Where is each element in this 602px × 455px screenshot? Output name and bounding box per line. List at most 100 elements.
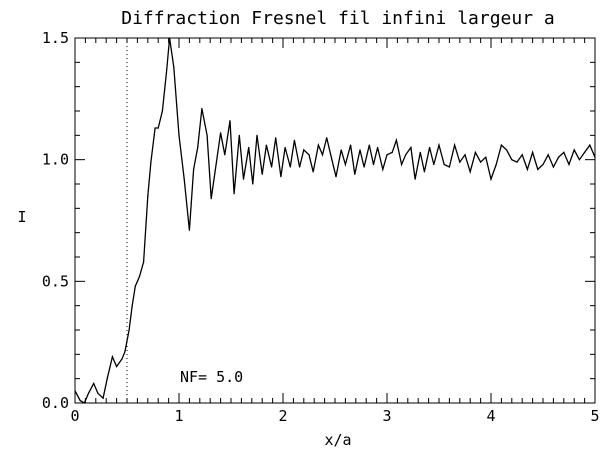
data-point	[429, 146, 431, 149]
y-axis-label: I	[17, 208, 26, 226]
x-tick-label: 1	[174, 407, 183, 425]
data-point	[474, 151, 476, 153]
data-point	[275, 137, 277, 139]
data-point	[280, 176, 282, 178]
data-point	[433, 163, 435, 166]
data-point	[368, 144, 370, 146]
data-point	[106, 378, 108, 380]
data-point	[568, 163, 570, 166]
x-tick-label: 5	[590, 407, 599, 425]
data-point	[414, 178, 416, 180]
y-tick-label: 1.5	[42, 29, 69, 47]
data-point	[405, 154, 407, 156]
data-point	[526, 168, 529, 170]
series-line-intensity	[74, 37, 596, 404]
data-point	[116, 365, 118, 368]
data-point	[395, 139, 397, 141]
data-point	[563, 151, 565, 153]
x-tick-label: 3	[382, 407, 391, 425]
data-point	[173, 66, 175, 68]
data-point	[192, 168, 195, 170]
data-point	[74, 390, 76, 392]
data-point	[542, 163, 544, 166]
data-point	[317, 144, 319, 146]
data-point	[214, 168, 216, 170]
data-point	[154, 127, 156, 129]
data-point	[293, 139, 296, 141]
data-point	[532, 151, 534, 153]
data-point	[83, 402, 85, 404]
data-point	[131, 305, 133, 307]
data-point	[206, 134, 208, 136]
data-point	[573, 149, 575, 151]
x-tick-label: 0	[70, 407, 79, 425]
data-point	[410, 146, 412, 149]
data-point	[102, 397, 104, 399]
data-point	[238, 134, 240, 136]
data-point	[480, 161, 482, 163]
data-point	[344, 163, 346, 166]
data-point	[197, 146, 199, 149]
data-point	[138, 275, 141, 278]
data-point	[87, 392, 90, 394]
data-point	[299, 166, 301, 168]
data-point	[143, 261, 145, 263]
data-point	[147, 195, 149, 197]
data-point	[134, 285, 136, 287]
data-point	[183, 178, 185, 180]
data-point	[350, 144, 352, 146]
data-point	[490, 178, 492, 180]
data-point	[265, 144, 267, 146]
data-point	[382, 168, 384, 170]
data-point	[547, 154, 549, 156]
data-point	[220, 132, 222, 134]
data-point	[589, 144, 591, 146]
axis-ticks	[74, 37, 596, 404]
data-point	[248, 146, 250, 149]
data-point	[552, 166, 555, 168]
data-point	[284, 146, 286, 149]
data-point	[79, 399, 81, 402]
data-point	[93, 382, 95, 385]
data-point	[340, 149, 342, 151]
data-point	[335, 176, 337, 178]
y-tick-label: 1.0	[42, 151, 69, 169]
nf-annotation: NF= 5.0	[180, 368, 243, 386]
data-point	[454, 144, 456, 146]
data-point	[326, 137, 328, 139]
data-point	[578, 159, 581, 161]
data-point	[188, 229, 190, 231]
data-point	[321, 154, 324, 156]
data-point	[584, 151, 586, 153]
data-point	[372, 163, 375, 166]
data-point	[169, 37, 171, 39]
data-point	[121, 358, 123, 360]
data-point	[386, 154, 388, 156]
x-tick-label: 4	[486, 407, 495, 425]
chart-title: Diffraction Fresnel fil infini largeur a	[121, 8, 554, 29]
data-point	[485, 156, 487, 158]
data-point	[201, 107, 203, 110]
data-point	[157, 127, 159, 129]
data-point	[443, 163, 445, 166]
data-point	[464, 154, 466, 156]
data-point	[97, 392, 99, 394]
axis-tick-labels: 0 1 2 3 4 5 0.0 0.5 1.0 1.5	[42, 29, 600, 425]
data-point	[178, 134, 180, 136]
data-point	[391, 151, 393, 153]
data-point	[521, 154, 523, 156]
data-point	[359, 149, 361, 151]
data-point	[511, 159, 513, 161]
data-point	[495, 163, 497, 166]
data-point	[537, 168, 539, 170]
y-tick-label: 0.5	[42, 272, 69, 290]
data-point	[400, 163, 403, 166]
data-point	[165, 71, 168, 73]
data-point	[363, 166, 365, 168]
x-tick-label: 2	[278, 407, 287, 425]
data-point	[124, 351, 126, 353]
data-point	[261, 173, 263, 175]
data-point	[303, 149, 305, 151]
data-point	[312, 171, 314, 173]
